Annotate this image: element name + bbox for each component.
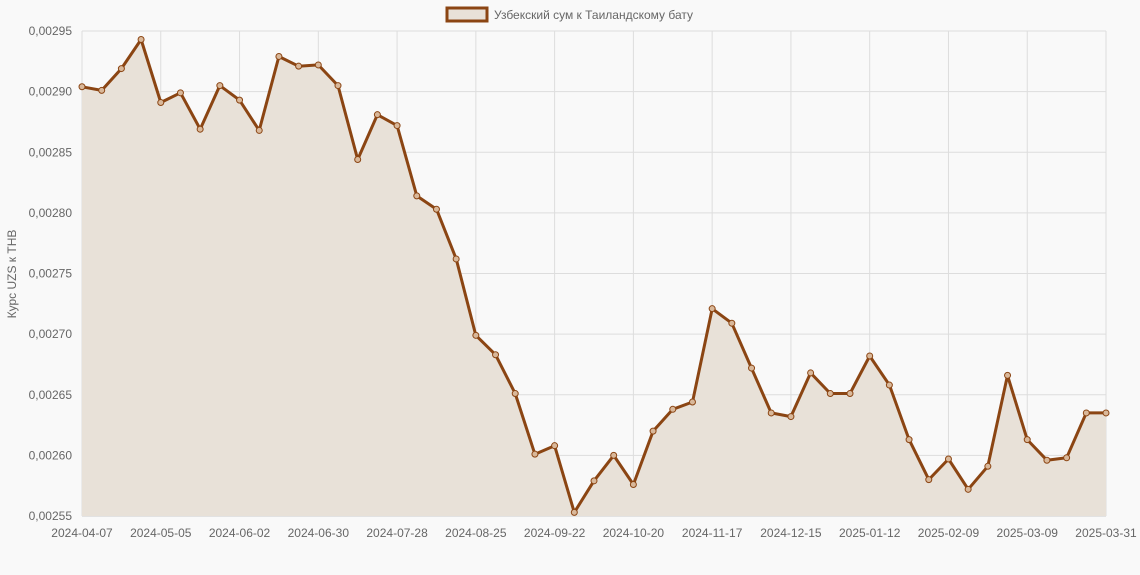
data-point — [669, 405, 677, 413]
series-area — [82, 39, 1106, 516]
x-tick-label: 2025-02-09 — [918, 526, 980, 540]
x-tick-label: 2024-08-25 — [445, 526, 507, 540]
x-tick-label: 2024-10-20 — [603, 526, 665, 540]
data-point — [590, 477, 598, 485]
x-tick-label: 2025-03-31 — [1075, 526, 1137, 540]
data-point — [531, 450, 539, 458]
data-point — [866, 352, 874, 360]
data-point — [570, 508, 578, 516]
data-point — [708, 305, 716, 313]
data-point — [98, 86, 106, 94]
data-point — [885, 381, 893, 389]
y-axis-label: Курс UZS к THB — [5, 230, 19, 319]
x-tick-label: 2024-11-17 — [682, 526, 743, 540]
data-point — [511, 390, 519, 398]
x-tick-label: 2025-03-09 — [997, 526, 1059, 540]
y-axis: 0,00255 0,00260 0,00265 0,00270 0,00275 0,002… — [29, 24, 73, 523]
data-point — [728, 319, 736, 327]
data-point — [137, 35, 145, 43]
data-point — [846, 390, 854, 398]
data-point — [236, 96, 244, 104]
data-point — [354, 156, 362, 164]
x-axis: 2024-04-07 2024-05-05 2024-06-02 2024-06-30… — [51, 526, 1137, 540]
x-tick-label: 2024-06-30 — [288, 526, 350, 540]
x-tick-label: 2024-09-22 — [524, 526, 586, 540]
data-point — [944, 455, 952, 463]
data-point — [216, 82, 224, 90]
y-tick-label: 0,00260 — [29, 448, 73, 462]
data-point — [1063, 454, 1071, 462]
x-tick-label: 2024-12-15 — [760, 526, 822, 540]
data-point — [196, 125, 204, 133]
data-point — [610, 451, 618, 459]
data-point — [1043, 456, 1051, 464]
data-point — [787, 413, 795, 421]
data-point — [393, 122, 401, 130]
y-tick-label: 0,00290 — [29, 85, 73, 99]
data-point — [629, 480, 637, 488]
data-points — [78, 35, 1110, 516]
data-point — [1082, 409, 1090, 417]
data-point — [492, 351, 500, 359]
y-tick-label: 0,00295 — [29, 24, 73, 38]
data-point — [413, 192, 421, 200]
data-point — [925, 476, 933, 484]
legend-label: Узбекский сум к Таиландскому бату — [494, 8, 693, 22]
data-point — [807, 369, 815, 377]
y-tick-label: 0,00255 — [29, 509, 73, 523]
data-point — [826, 390, 834, 398]
data-point — [176, 89, 184, 97]
data-point — [472, 331, 480, 339]
data-point — [157, 99, 165, 107]
data-point — [551, 442, 559, 450]
data-point — [767, 409, 775, 417]
data-point — [905, 436, 913, 444]
y-tick-label: 0,00265 — [29, 388, 73, 402]
x-tick-label: 2024-04-07 — [51, 526, 113, 540]
x-tick-label: 2024-07-28 — [366, 526, 428, 540]
legend-swatch — [445, 6, 489, 23]
data-point — [1023, 436, 1031, 444]
data-point — [314, 61, 322, 69]
data-point — [688, 398, 696, 406]
data-point — [78, 83, 86, 91]
y-tick-label: 0,00275 — [29, 267, 73, 281]
data-point — [275, 52, 283, 60]
data-point — [432, 205, 440, 213]
y-tick-label: 0,00285 — [29, 145, 73, 159]
data-point — [255, 126, 263, 134]
data-point — [334, 82, 342, 90]
legend[interactable]: Узбекский сум к Таиландскому бату — [445, 6, 693, 23]
x-tick-label: 2024-06-02 — [209, 526, 271, 540]
data-point — [295, 62, 303, 70]
data-point — [964, 485, 972, 493]
x-tick-label: 2025-01-12 — [839, 526, 901, 540]
data-point — [649, 427, 657, 435]
data-point — [1102, 409, 1110, 417]
data-point — [117, 65, 125, 73]
data-point — [373, 111, 381, 119]
y-tick-label: 0,00280 — [29, 206, 73, 220]
x-tick-label: 2024-05-05 — [130, 526, 192, 540]
y-tick-label: 0,00270 — [29, 327, 73, 341]
data-point — [984, 462, 992, 470]
data-point — [1004, 371, 1012, 379]
data-point — [748, 364, 756, 372]
data-point — [452, 255, 460, 263]
